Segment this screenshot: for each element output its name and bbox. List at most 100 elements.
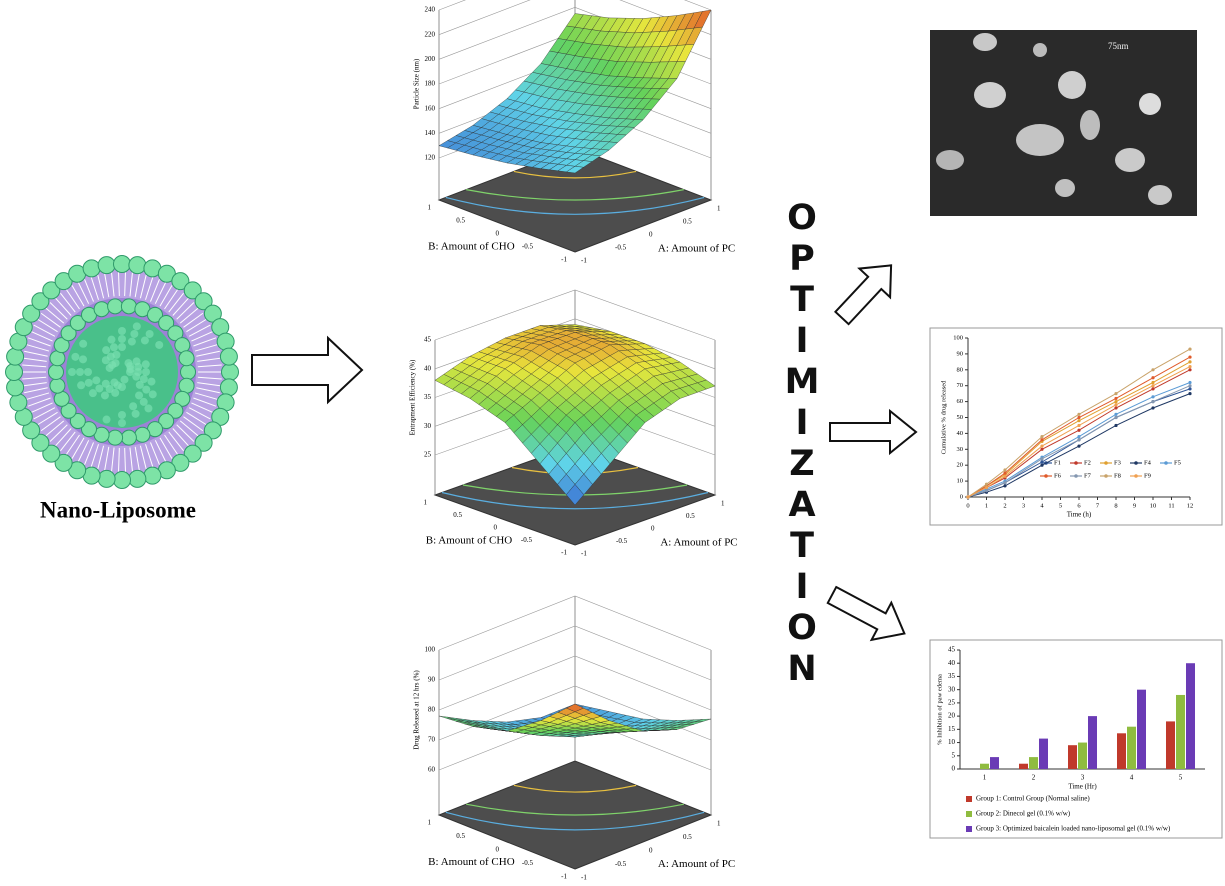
a-tick-label: 0 [651,525,655,533]
b-tick-label: -0.5 [522,243,534,251]
lipid-tail [179,420,199,437]
core-texture [92,376,101,385]
series-line [967,385,1191,498]
y-axis-label: % Inhibition of paw edema [936,674,943,745]
data-point [1188,384,1192,388]
particle [1058,71,1086,99]
lipid-head [53,337,70,354]
lipid-tail [54,297,72,316]
a-tick-label: 1 [721,500,725,508]
a-axis-label: A: Amount of PC [658,858,735,870]
data-point [1040,447,1044,451]
particle [1016,124,1064,156]
lipid-head [48,364,64,380]
surface-patch [566,703,584,712]
lipid-head [97,469,116,488]
lipid-tail [22,364,47,368]
b-tick-label: -0.5 [521,536,533,544]
core-texture [142,368,150,376]
core-texture [102,346,111,355]
lipid-tail [90,276,99,300]
core-texture [118,335,126,343]
lipid-tail [168,431,184,452]
surface-plot: 120 140 160 180 200 220 240 Particle Size (nm) -… [413,0,735,265]
data-point [1151,368,1155,372]
lipid-head [93,301,110,318]
lipid-tail [191,402,214,414]
legend-label: F9 [1144,472,1151,479]
lipid-tail [196,350,220,357]
a-tick-label: 0 [649,847,653,855]
data-point [1077,412,1081,416]
data-point [1151,384,1155,388]
legend-label: F6 [1054,472,1062,479]
z-tick-label: 220 [425,30,436,38]
data-point [1003,484,1007,488]
lipid-tail [60,431,76,452]
z-tick-label: 240 [425,6,436,14]
grid-line [438,595,712,651]
lipid-tail [71,285,85,307]
z-tick-label: 25 [424,451,432,459]
core-texture [79,339,88,348]
scale-label: 75nm [1108,41,1129,51]
z-axis-label: Drug Released at 12 hrs (%) [413,670,421,750]
data-point [1003,471,1007,475]
x-tick-label: 7 [1096,502,1100,509]
lipid-tail [33,407,56,420]
bar [1078,742,1087,769]
data-point [1188,355,1192,359]
data-point [1114,406,1118,410]
z-tick-label: 40 [424,364,432,372]
core-texture [76,368,84,376]
series-line [967,393,1191,498]
bar [980,763,989,769]
grid-line [438,625,712,681]
z-tick-label: 140 [425,129,436,137]
y-tick-label: 30 [957,446,964,453]
data-point [1188,347,1192,351]
lipid-head [158,314,175,331]
lipid-tail [90,444,99,468]
legend-label: F5 [1174,459,1181,466]
arrow [251,335,364,405]
lipid-head [120,298,137,315]
lipid-head [219,347,238,366]
lipid-tail [193,337,217,347]
surface-plot: 25 30 35 40 45 Entrapment Efficiency (%) -1 -1 -… [409,289,738,558]
floor-contour [445,196,705,215]
lipid-tail [40,312,61,328]
lipid-head [42,444,61,463]
a-tick-label: -0.5 [616,537,628,545]
series-line [967,388,1191,498]
lipid-tail [124,447,126,472]
a-tick-label: 1 [717,820,721,828]
core-texture [142,385,151,394]
data-point [1003,468,1007,472]
lipid-tail [194,392,219,401]
lipid-tail [25,343,50,352]
lipid-tail [134,273,140,298]
lipid-head [22,304,41,323]
lipid-head [221,363,239,381]
lipid-tail [164,288,179,310]
lipid-tail [186,411,208,426]
y-tick-label: 80 [957,366,964,373]
lipid-head [120,429,137,446]
data-point [984,489,989,493]
x-tick-label: 0 [966,502,969,509]
lipid-tail [49,424,68,442]
lipid-head [82,259,101,278]
a-tick-label: 0.5 [686,512,695,520]
lipid-tail [183,312,204,328]
b-tick-label: 0.5 [453,511,462,519]
data-point [1077,444,1081,448]
lipid-tail [104,273,110,298]
z-tick-label: 120 [425,154,436,162]
x-tick-label: 12 [1187,502,1194,509]
a-tick-label: 0 [649,231,653,239]
lipid-head [81,421,97,438]
lipid-head [113,471,131,489]
